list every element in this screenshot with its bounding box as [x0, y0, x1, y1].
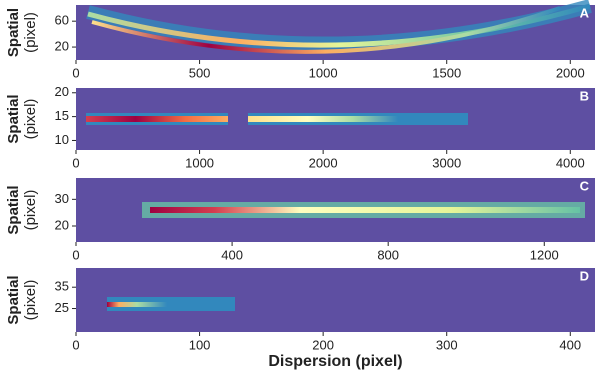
y-tick-label: 15 [55, 108, 69, 123]
x-tick-label: 100 [189, 337, 211, 352]
x-tick-label: 800 [377, 247, 399, 262]
streak [107, 297, 235, 311]
x-tick-label: 0 [72, 65, 79, 80]
y-tick-label: 25 [55, 300, 69, 315]
x-tick-label: 3000 [432, 155, 461, 170]
streaks [86, 0, 592, 311]
panel-label: D [580, 268, 589, 283]
x-tick-label: 2000 [556, 65, 585, 80]
streak [248, 116, 398, 122]
y-axis-label: Spatial [5, 275, 22, 324]
x-tick-label: 1000 [309, 65, 338, 80]
x-tick-label: 1500 [432, 65, 461, 80]
y-tick-label: 30 [55, 191, 69, 206]
x-tick-label: 0 [72, 155, 79, 170]
y-tick-label: 35 [55, 279, 69, 294]
y-tick-label: 60 [55, 13, 69, 28]
y-axis-unit: (pixel) [22, 190, 39, 231]
x-tick-label: 0 [72, 247, 79, 262]
panel-label: C [580, 178, 590, 193]
y-axis-label: Spatial [5, 8, 22, 57]
y-axis-unit: (pixel) [22, 280, 39, 321]
x-tick-label: 4000 [556, 155, 585, 170]
y-axis-label: Spatial [5, 94, 22, 143]
x-axis-label: Dispersion (pixel) [268, 353, 402, 370]
y-tick-label: 10 [55, 132, 69, 147]
x-tick-label: 200 [312, 337, 334, 352]
x-tick-label: 300 [436, 337, 458, 352]
y-axis-unit: (pixel) [22, 12, 39, 53]
y-tick-label: 20 [55, 217, 69, 232]
streak [87, 3, 591, 48]
streak [91, 6, 561, 54]
y-axis-unit: (pixel) [22, 99, 39, 140]
x-tick-label: 400 [559, 337, 581, 352]
y-tick-label: 20 [55, 84, 69, 99]
x-tick-label: 400 [221, 247, 243, 262]
x-tick-label: 0 [72, 337, 79, 352]
x-tick-label: 1000 [185, 155, 214, 170]
x-tick-label: 500 [189, 65, 211, 80]
x-tick-label: 1200 [530, 247, 559, 262]
panel-label: B [580, 88, 589, 103]
panel-label: A [580, 5, 590, 20]
streak [107, 302, 167, 307]
streak [150, 207, 580, 213]
streak [86, 116, 228, 122]
y-axis-label: Spatial [5, 185, 22, 234]
x-tick-label: 2000 [309, 155, 338, 170]
y-tick-label: 20 [55, 38, 69, 53]
